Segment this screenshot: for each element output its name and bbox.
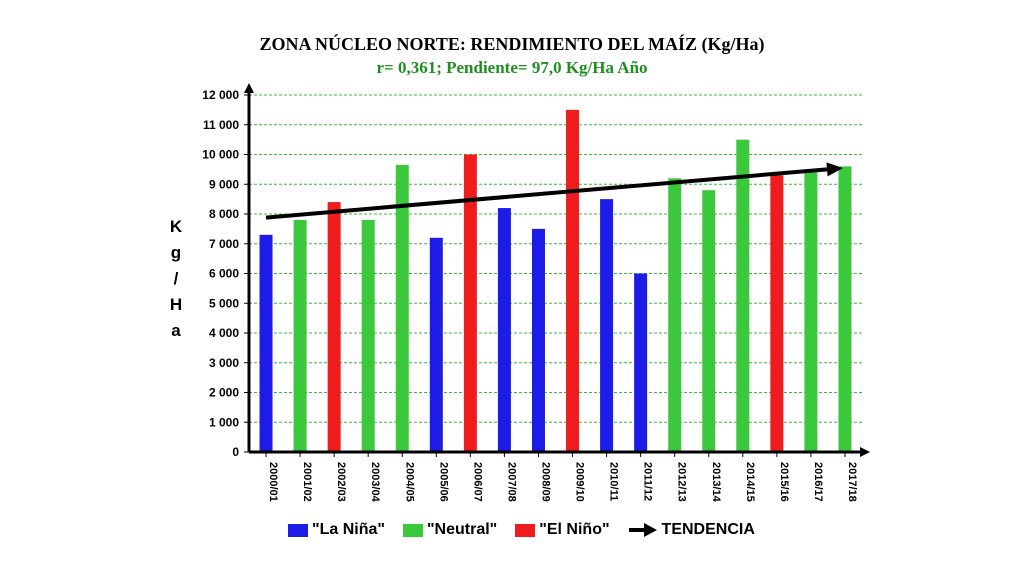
y-axis-label-char: K [170,217,183,236]
x-tick-label: 2005/06 [437,462,449,502]
bar-2016-17 [804,172,818,452]
y-tick-label: 11 000 [203,118,239,132]
y-axis-label-char: g [171,243,181,262]
x-tick-label: 2012/13 [676,462,688,502]
bar-2008-09 [531,228,545,452]
bar-2001-02 [293,219,307,452]
y-tick-label: 5 000 [209,296,239,310]
bar-2009-10 [566,109,580,452]
legend-label-la-nina: "La Niña" [312,521,385,538]
x-tick-label: 2002/03 [335,462,347,502]
legend-swatch-la-nina [288,523,308,537]
arrow-icon [628,523,657,537]
chart-subtitle: r= 0,361; Pendiente= 97,0 Kg/Ha Año [376,58,648,77]
x-tick-label: 2008/09 [539,462,551,502]
bar-2013-14 [702,190,716,452]
y-axis-arrow-icon [244,83,254,93]
y-tick-label: 9 000 [209,177,239,191]
bar-2011-12 [634,273,648,452]
y-tick-label: 10 000 [202,148,239,162]
y-tick-label: 7 000 [209,237,239,251]
y-tick-label: 3 000 [209,356,239,370]
y-axis-label-char: / [174,269,179,288]
x-tick-label: 2011/12 [642,462,654,501]
y-tick-label: 0 [232,445,239,459]
trend-line [265,167,828,220]
legend-label-tendencia: TENDENCIA [661,521,755,538]
bar-2010-11 [600,199,614,452]
x-tick-label: 2000/01 [267,462,279,502]
y-tick-label: 8 000 [209,207,239,221]
x-tick-label: 2001/02 [301,462,313,502]
x-tick-label: 2003/04 [369,462,381,503]
bar-2007-08 [497,208,511,452]
y-tick-label: 2 000 [209,386,239,400]
x-tick-label: 2016/17 [812,462,824,502]
chart-title: ZONA NÚCLEO NORTE: RENDIMIENTO DEL MAÍZ … [259,34,765,54]
bar-2000-01 [259,234,273,452]
bar-2012-13 [668,178,682,453]
y-axis-label-char: a [171,321,181,340]
x-tick-label: 2007/08 [505,462,517,502]
legend-item-tendencia: TENDENCIA [628,521,755,539]
x-tick-label: 2009/10 [574,462,586,502]
legend: "La Niña" "Neutral" "El Niño" TENDENCIA [288,518,773,542]
y-tick-label: 4 000 [209,326,239,340]
x-tick-label: 2010/11 [608,462,620,501]
bar-2003-04 [361,219,375,452]
legend-label-el-nino: "El Niño" [539,521,610,538]
bar-2015-16 [770,175,784,452]
x-tick-label: 2013/14 [710,462,722,503]
bar-2005-06 [429,237,443,452]
bar-2006-07 [463,154,477,452]
trend-arrow-icon [826,162,843,177]
x-tick-label: 2006/07 [471,462,483,502]
bar-2017-18 [838,166,852,452]
bar-2002-03 [327,202,341,452]
y-axis-label-char: H [170,295,182,314]
y-tick-label: 12 000 [202,88,239,102]
x-tick-label: 2014/15 [744,462,756,502]
x-tick-label: 2015/16 [778,462,790,502]
x-tick-label: 2017/18 [846,462,858,502]
bar-2004-05 [395,164,409,452]
x-axis-arrow-icon [860,447,870,457]
legend-swatch-neutral [402,523,423,537]
x-tick-label: 2004/05 [403,462,415,502]
legend-item-la-nina: "La Niña" [288,521,385,539]
legend-label-neutral: "Neutral" [426,521,498,538]
legend-item-neutral: "Neutral" [402,521,498,539]
y-tick-label: 6 000 [209,267,239,281]
legend-swatch-el-nino [515,523,536,537]
legend-item-el-nino: "El Niño" [515,521,610,539]
y-tick-label: 1 000 [209,415,239,429]
bar-2014-15 [736,139,750,452]
